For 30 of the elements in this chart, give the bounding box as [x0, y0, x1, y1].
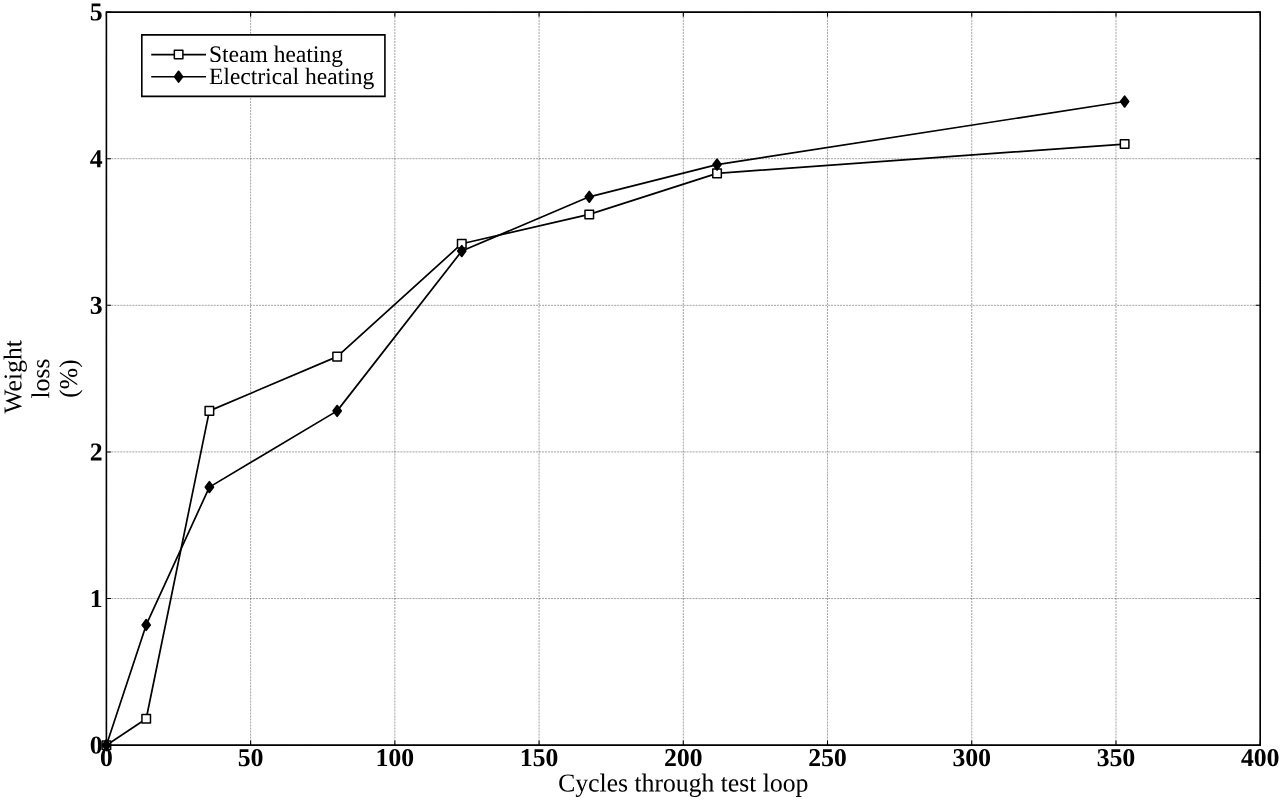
point	[332, 351, 343, 362]
y-axis-title: Weight loss (%)	[3, 340, 83, 414]
point	[141, 713, 152, 725]
x-tick-label: 400	[1241, 749, 1279, 767]
y-tick-label: 5	[90, 3, 102, 21]
point	[584, 190, 595, 204]
x-tick-label: 350	[1097, 749, 1135, 767]
legend-label: Electrical heating	[209, 68, 374, 90]
x-tick-label: 100	[377, 749, 414, 767]
point	[204, 406, 215, 417]
x-tick-label: 250	[809, 749, 846, 767]
point	[1119, 139, 1130, 150]
y-tick-label: 3	[90, 296, 102, 315]
legend-label: Steam heating	[210, 45, 343, 68]
point	[141, 618, 152, 632]
point	[712, 158, 722, 171]
point	[712, 168, 723, 179]
point	[204, 481, 215, 494]
y-tick-label: 1	[91, 590, 102, 608]
point	[584, 209, 595, 220]
y-tick-label: 4	[90, 150, 103, 168]
point	[456, 245, 467, 258]
point	[1119, 95, 1130, 108]
x-tick-label: 200	[665, 749, 702, 767]
point	[332, 404, 343, 418]
x-tick-label: 50	[238, 749, 263, 767]
y-tick-label: 2	[90, 443, 102, 461]
x-tick-label: 300	[953, 749, 991, 767]
x-axis-title: Cycles through test loop	[559, 773, 808, 798]
x-tick-label: 150	[521, 749, 558, 767]
